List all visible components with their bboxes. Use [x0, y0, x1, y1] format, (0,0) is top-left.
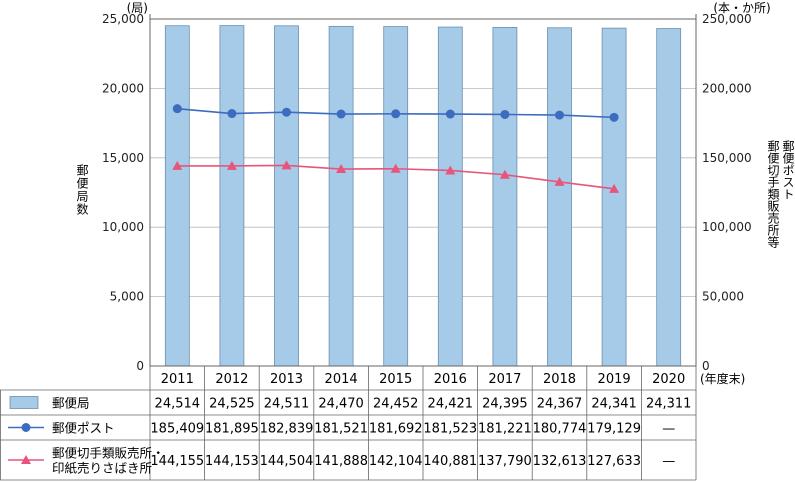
table-cell: 181,521: [314, 422, 368, 437]
x-tick-label: 2019: [598, 372, 631, 387]
right-axis-label: 郵便ポスト: [781, 140, 795, 200]
legend-label: 郵便切手類販売所・: [52, 446, 165, 461]
bar: [164, 25, 190, 367]
legend-marker: [21, 455, 31, 464]
table-cell: 140,881: [423, 454, 477, 469]
line-series: [172, 104, 620, 193]
table-cell: 127,633: [587, 454, 641, 469]
line-point: [281, 160, 292, 170]
line-point: [336, 109, 346, 119]
data-table: 2011 2012 2013 2014 2015 2016 2017 2018 2019 2020…: [0, 365, 745, 481]
line-point: [555, 110, 564, 120]
table-cell: 144,155: [150, 454, 204, 469]
line-point: [554, 176, 565, 186]
table-cell: 24,311: [646, 397, 692, 412]
table-cell: 24,341: [591, 397, 637, 412]
left-tick-label: 10,000: [102, 220, 144, 234]
line-point: [609, 183, 620, 193]
line-point: [445, 109, 455, 119]
table-cell: 181,692: [369, 422, 423, 437]
right-axis-unit: (本・か所): [713, 1, 770, 15]
table-cell: 144,504: [260, 454, 314, 469]
table-cell: 24,514: [155, 397, 201, 412]
bar: [492, 26, 518, 367]
table-cell: 181,895: [205, 422, 259, 437]
table-cell: 141,888: [314, 454, 368, 469]
right-tick-label: 100,000: [702, 220, 752, 234]
table-cell: 179,129: [587, 422, 641, 437]
right-tick-label: 250,000: [702, 12, 752, 26]
legend-marker: [21, 423, 31, 432]
line-point: [500, 109, 510, 119]
x-axis-unit: (年度末): [700, 371, 745, 386]
left-tick-label: 25,000: [102, 12, 144, 26]
table-cell: —: [662, 454, 675, 469]
x-tick-label: 2014: [325, 372, 358, 387]
left-axis-label: 郵便局数: [75, 164, 89, 216]
left-tick-label: 0: [136, 359, 144, 373]
x-tick-label: 2012: [215, 372, 248, 387]
table-cell: 137,790: [478, 454, 532, 469]
line-point: [226, 160, 237, 170]
x-tick-label: 2016: [434, 372, 467, 387]
bar: [656, 28, 682, 367]
table-cell: 24,421: [428, 397, 474, 412]
x-tick-label: 2013: [270, 372, 303, 387]
right-axis-label: 郵便切手類販売所等: [766, 140, 780, 248]
table-cell: —: [662, 422, 675, 437]
line-point: [336, 164, 347, 174]
bar: [219, 25, 245, 367]
right-tick-label: 150,000: [702, 151, 752, 165]
line-point: [282, 107, 291, 117]
line-point: [445, 165, 456, 175]
line-point: [227, 109, 237, 119]
line-point: [172, 160, 183, 170]
line-point: [390, 163, 401, 173]
line-point: [172, 104, 182, 114]
axes: 0 5,000 10,000 15,000 20,000 25,000 0 50,000 100…: [75, 1, 795, 373]
line-point: [609, 112, 619, 122]
legend-key: [9, 396, 39, 409]
table-cell: 24,367: [537, 397, 583, 412]
legend-label: 郵便ポスト: [52, 421, 115, 436]
legend-label: 印紙売りさばき所: [52, 461, 152, 476]
left-tick-label: 20,000: [102, 81, 144, 95]
left-tick-label: 15,000: [102, 151, 144, 165]
line-point: [499, 169, 510, 179]
table-cell: 181,523: [423, 422, 477, 437]
bar: [601, 27, 627, 367]
table-cell: 24,511: [264, 397, 310, 412]
table-cell: 144,153: [205, 454, 259, 469]
x-tick-label: 2015: [379, 372, 412, 387]
table-cell: 24,470: [318, 397, 364, 412]
bar: [383, 26, 409, 367]
x-tick-label: 2017: [488, 372, 521, 387]
bar: [547, 27, 572, 367]
table-cell: 24,452: [373, 397, 419, 412]
right-tick-label: 50,000: [702, 290, 744, 304]
bar: [437, 26, 463, 367]
table-cell: 181,221: [478, 422, 532, 437]
table-cell: 24,525: [209, 397, 255, 412]
bar: [328, 25, 354, 367]
left-tick-label: 5,000: [110, 290, 144, 304]
x-tick-label: 2020: [652, 372, 685, 387]
line-point: [391, 109, 401, 119]
right-tick-label: 0: [702, 359, 710, 373]
bar: [274, 25, 299, 367]
bar-series: [164, 25, 682, 367]
legend-label: 郵便局: [52, 396, 90, 411]
right-tick-label: 200,000: [702, 81, 752, 95]
table-cell: 180,774: [533, 422, 587, 437]
table-cell: 24,395: [482, 397, 528, 412]
table-cell: 142,104: [369, 454, 423, 469]
table-cell: 182,839: [260, 422, 314, 437]
table-cell: 185,409: [150, 422, 204, 437]
left-axis-unit: (局): [127, 1, 148, 15]
x-tick-label: 2011: [161, 372, 194, 387]
table-cell: 132,613: [533, 454, 587, 469]
x-tick-label: 2018: [543, 372, 576, 387]
